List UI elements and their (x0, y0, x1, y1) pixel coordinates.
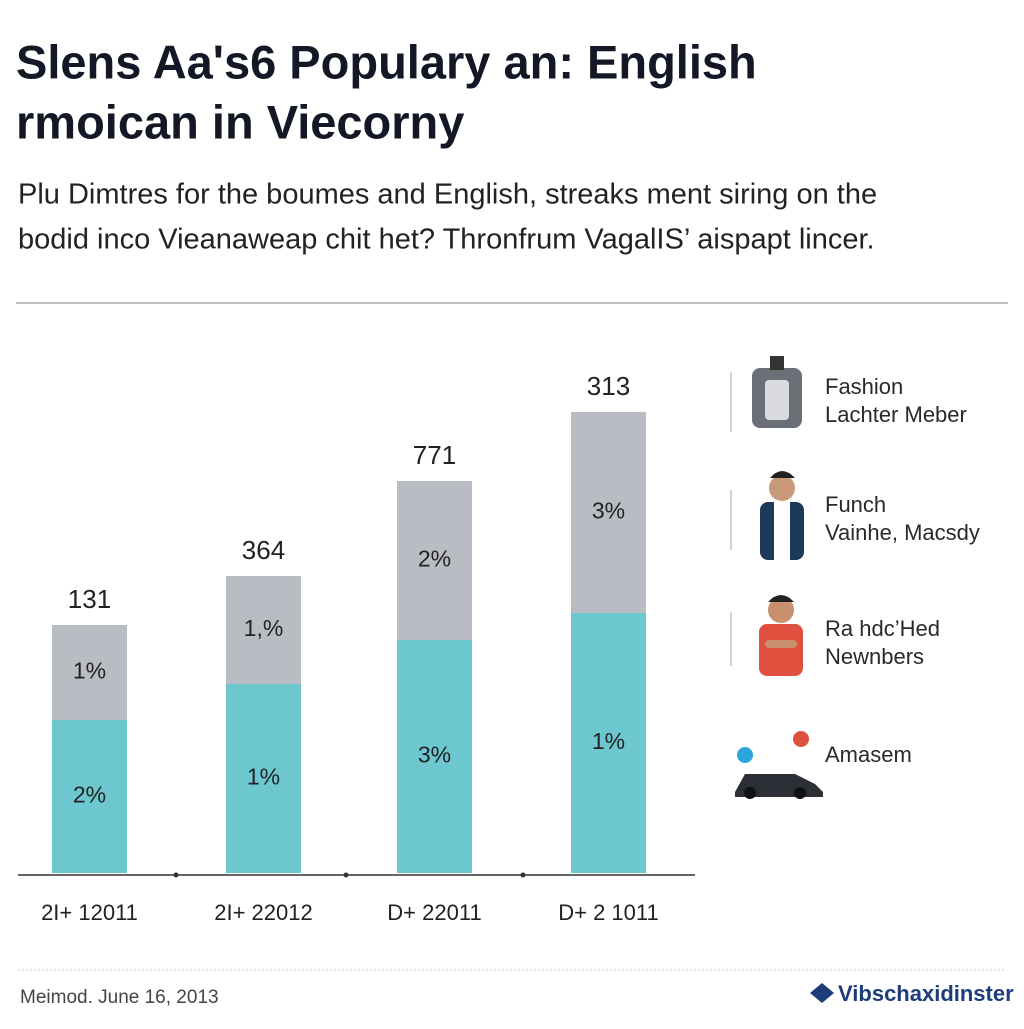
brand: Vibschaxidinster (838, 981, 1014, 1006)
bar-label: 313 (587, 371, 630, 401)
segment-label: 2% (418, 546, 451, 572)
segment-label: 3% (592, 498, 625, 524)
title-line: rmoican in Viecorny (16, 95, 464, 148)
axis-dot (173, 872, 179, 878)
bar-segment (397, 640, 472, 873)
legend-label: Vainhe, Macsdy (825, 520, 980, 545)
legend-label: Newnbers (825, 644, 924, 669)
legend-label: Amasem (825, 742, 912, 767)
segment-label: 1% (592, 728, 625, 754)
bar-segment (52, 625, 127, 720)
segment-label: 2% (73, 782, 106, 808)
bar-label: 364 (242, 535, 285, 565)
x-tick-label: D+ 2 1011 (558, 900, 659, 925)
bar-segment (571, 613, 646, 873)
bar-segment (571, 412, 646, 613)
bar-label: 131 (68, 584, 111, 614)
bar-segment (226, 576, 301, 684)
segment-label: 1% (73, 658, 106, 684)
legend-label: Ra hdc’Hed (825, 616, 940, 641)
bar-segment (226, 684, 301, 873)
segment-label: 1,% (244, 615, 284, 641)
segment-label: 3% (418, 742, 451, 768)
bar-label: 771 (413, 440, 456, 470)
x-tick-label: 2I+ 22012 (214, 900, 312, 925)
axis-dot (343, 872, 349, 878)
axis-dot (520, 872, 526, 878)
legend-label: Lachter Meber (825, 402, 967, 427)
x-tick-label: 2I+ 12011 (41, 900, 138, 925)
legend-icons (730, 356, 823, 799)
title-line: Slens Aa's6 Populary an: English (16, 35, 757, 88)
bar-segment (52, 720, 127, 873)
legend-label: Funch (825, 492, 886, 517)
segment-label: 1% (247, 764, 280, 790)
footer: Meimod. June 16, 2013 (20, 987, 219, 1008)
x-tick-label: D+ 22011 (387, 900, 481, 925)
brand-icon (810, 983, 834, 1003)
legend-label: Fashion (825, 374, 903, 399)
bar-segment (397, 481, 472, 640)
subtitle-line: bodid inco Vieanaweap chit het? Thronfru… (18, 224, 875, 256)
subtitle-line: Plu Dimtres for the boumes and English, … (18, 179, 877, 211)
